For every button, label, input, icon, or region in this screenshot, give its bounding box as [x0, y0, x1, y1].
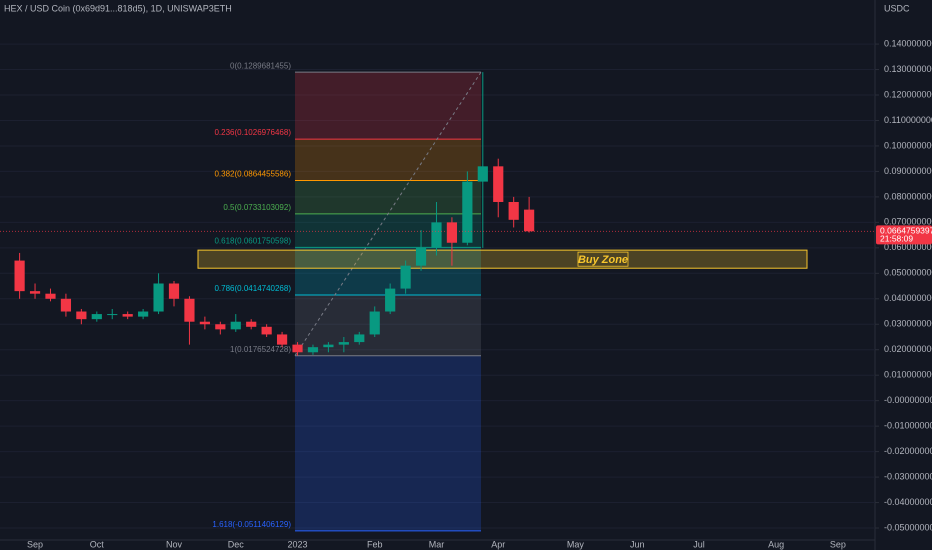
y-tick-label: 0.1300000000 [884, 64, 932, 74]
candle-body [199, 321, 210, 325]
fib-label: 1.618(-0.0511406129) [212, 520, 291, 529]
candle-body [431, 222, 442, 248]
candle-body [400, 265, 411, 289]
countdown-label: 21:58:09 [880, 234, 913, 244]
x-tick-label: May [567, 539, 585, 549]
y-tick-label: 0.0200000000 [884, 344, 932, 354]
candle-body [168, 283, 180, 299]
y-tick-label: -0.0000000000 [884, 395, 932, 405]
y-tick-label: 0.0500000000 [884, 268, 932, 278]
candle-body [477, 166, 488, 182]
x-tick-label: Sep [27, 539, 43, 549]
last-price-tag [876, 225, 932, 245]
candle-body [45, 293, 56, 299]
candle-body [246, 321, 257, 327]
y-tick-label: -0.0200000000 [884, 446, 932, 456]
y-tick-label: -0.0300000000 [884, 471, 932, 481]
x-tick-label: Jul [693, 539, 705, 549]
candle-body [14, 260, 25, 292]
candle-body [107, 314, 118, 316]
y-tick-label: 0.0600000000 [884, 242, 932, 252]
candle-body [276, 334, 288, 345]
candle-body [385, 288, 396, 312]
fib-label: 0.5(0.0733103092) [223, 203, 291, 212]
candle-body [76, 311, 87, 320]
axis-unit: USDC [884, 3, 910, 13]
x-tick-label: 2023 [288, 539, 308, 549]
candle-body [508, 201, 519, 220]
fib-band [295, 247, 481, 296]
candle-body [323, 344, 334, 348]
fib-band [295, 72, 481, 140]
candle-body [524, 209, 535, 232]
y-tick-label: 0.0900000000 [884, 166, 932, 176]
fib-label: 0(0.1289681455) [230, 61, 291, 70]
y-tick-label: -0.0400000000 [884, 497, 932, 507]
fib-band [295, 180, 481, 214]
candle-body [338, 342, 349, 345]
candle-body [261, 326, 272, 335]
candle-body [215, 324, 226, 330]
x-tick-label: Nov [166, 539, 183, 549]
fib-band [295, 139, 481, 181]
candle-body [292, 344, 303, 353]
candle-body [446, 222, 458, 243]
buy-zone [197, 249, 808, 269]
candle-body [60, 298, 72, 312]
y-tick-label: 0.0100000000 [884, 370, 932, 380]
y-tick-label: 0.1200000000 [884, 89, 932, 99]
buy-zone-label: Buy Zone [578, 254, 628, 266]
fib-label: 1(0.0176524728) [230, 345, 291, 354]
fib-band [295, 355, 481, 531]
x-tick-label: Mar [429, 539, 445, 549]
candle-body [462, 181, 473, 243]
fib-label: 0.236(0.1026976468) [214, 128, 291, 137]
chart-title: HEX / USD Coin (0x69d91...818d5), 1D, UN… [4, 3, 232, 13]
x-tick-label: Aug [768, 539, 784, 549]
x-tick-label: Sep [830, 539, 846, 549]
candle-body [307, 347, 319, 353]
candle-body [29, 291, 41, 294]
candle-body [91, 314, 102, 320]
fib-trend-line [294, 71, 482, 356]
x-tick-label: Dec [228, 539, 245, 549]
candle-body [230, 321, 241, 330]
fib-label: 0.786(0.0414740268) [214, 284, 291, 293]
candle-body [354, 334, 365, 343]
y-tick-label: 0.0800000000 [884, 191, 932, 201]
y-tick-label: 0.0400000000 [884, 293, 932, 303]
candle-body [369, 311, 380, 335]
y-tick-label: -0.0100000000 [884, 421, 932, 431]
y-tick-label: 0.1000000000 [884, 140, 932, 150]
x-tick-label: Oct [90, 539, 105, 549]
y-tick-label: 0.1100000000 [884, 115, 932, 125]
x-tick-label: Feb [367, 539, 383, 549]
y-tick-label: 0.1400000000 [884, 38, 932, 48]
candle-body [122, 314, 133, 317]
candle-body [153, 283, 164, 312]
y-tick-label: 0.0300000000 [884, 319, 932, 329]
buy-zone-label-box [577, 251, 629, 267]
candle-body [493, 166, 504, 202]
candle-body [138, 311, 149, 317]
candle-body [415, 247, 427, 266]
fib-label: 0.382(0.0864455586) [214, 170, 291, 179]
x-tick-label: Jun [630, 539, 645, 549]
x-tick-label: Apr [491, 539, 505, 549]
fib-label: 0.618(0.0601750598) [214, 237, 291, 246]
last-price-label: 0.0664759397 [880, 226, 932, 236]
candle-body [184, 298, 195, 322]
y-tick-label: 0.0700000000 [884, 217, 932, 227]
y-tick-label: -0.0500000000 [884, 522, 932, 532]
